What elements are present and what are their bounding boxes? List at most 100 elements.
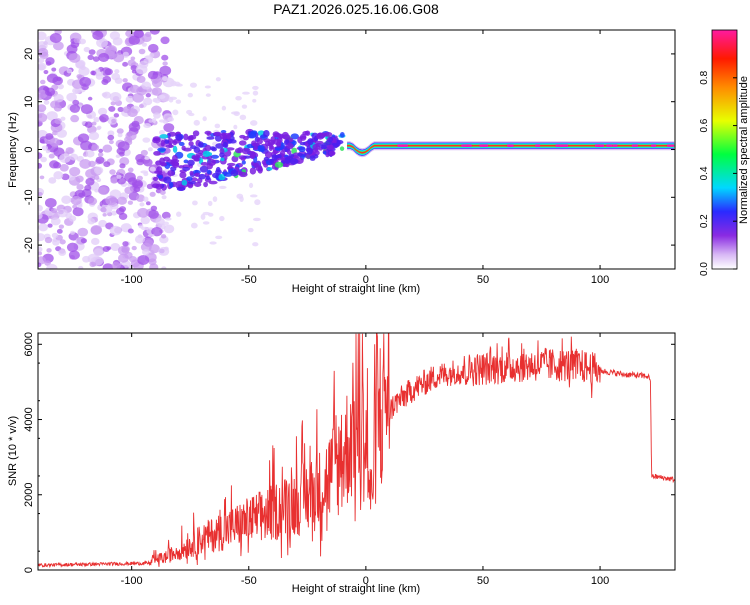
noise-blob bbox=[73, 37, 80, 44]
haze-blob bbox=[235, 96, 242, 101]
turbulence-blob bbox=[200, 161, 209, 166]
noise-blob bbox=[78, 66, 90, 77]
turbulence-blob bbox=[218, 173, 226, 181]
noise-blob bbox=[138, 48, 146, 55]
turbulence-blob bbox=[259, 145, 265, 153]
haze-blob bbox=[162, 221, 170, 226]
colorbar-frame bbox=[711, 29, 738, 270]
turbulence-blob bbox=[328, 150, 336, 156]
turbulence-blob bbox=[153, 137, 159, 142]
noise-blob bbox=[87, 96, 93, 101]
turbulence-blob bbox=[269, 158, 274, 165]
noise-blob bbox=[103, 161, 111, 168]
noise-blob bbox=[46, 111, 58, 121]
noise-blob bbox=[70, 195, 82, 206]
turbulence-blob bbox=[250, 130, 258, 135]
noise-blob bbox=[160, 234, 167, 239]
colorbar-ticks: 0.0 0.2 0.4 0.6 0.8 bbox=[699, 70, 737, 276]
noise-blob bbox=[78, 265, 84, 269]
tone-peak bbox=[651, 144, 657, 147]
spectrogram-x-tick-label: 50 bbox=[477, 274, 489, 286]
noise-blob bbox=[44, 236, 53, 244]
turbulence-blob bbox=[249, 151, 256, 160]
noise-blob bbox=[137, 255, 150, 265]
noise-blob bbox=[88, 197, 98, 205]
noise-blob bbox=[122, 241, 129, 247]
noise-blob bbox=[90, 70, 96, 76]
snr-y-tick-label: 4000 bbox=[23, 407, 35, 431]
noise-blob bbox=[159, 130, 165, 135]
tone-peak bbox=[482, 144, 489, 147]
noise-blob bbox=[113, 113, 120, 118]
noise-blob bbox=[38, 212, 43, 220]
haze-blob bbox=[221, 105, 227, 111]
tone-peak bbox=[595, 144, 603, 147]
noise-blob bbox=[104, 68, 113, 76]
haze-blob bbox=[247, 227, 254, 233]
noise-blob bbox=[59, 153, 71, 164]
turbulence-blob bbox=[298, 146, 306, 153]
turbulence-blob bbox=[286, 149, 292, 155]
tone-peak bbox=[401, 144, 408, 147]
noise-blob bbox=[54, 118, 62, 125]
haze-blob bbox=[242, 91, 250, 95]
snr-y-tick-label: 0 bbox=[23, 567, 35, 573]
turbulence-blob bbox=[155, 183, 163, 190]
noise-blob bbox=[139, 202, 145, 207]
noise-blob bbox=[60, 116, 66, 121]
snr-x-ticks: -100 -50 0 50 100 bbox=[121, 333, 609, 587]
turbulence-blob bbox=[183, 133, 189, 141]
noise-blob bbox=[91, 121, 97, 126]
noise-blob bbox=[84, 184, 92, 191]
noise-blob bbox=[138, 104, 144, 109]
noise-blob bbox=[45, 133, 54, 140]
turbulence-blob bbox=[251, 142, 260, 147]
noise-blob bbox=[111, 261, 121, 269]
haze-blob bbox=[192, 200, 198, 206]
noise-blob bbox=[101, 92, 108, 98]
noise-blob bbox=[131, 245, 137, 251]
noise-blob bbox=[69, 104, 81, 113]
noise-blob bbox=[148, 209, 159, 219]
turbulence-blob bbox=[199, 165, 209, 173]
noise-blob bbox=[116, 174, 122, 179]
turbulence-blob bbox=[226, 162, 236, 167]
haze-blob bbox=[169, 96, 178, 101]
turbulence-blob bbox=[297, 153, 304, 157]
haze-blob bbox=[254, 199, 261, 206]
turbulence-blob bbox=[249, 167, 257, 175]
haze-blob bbox=[158, 94, 166, 99]
noise-blob bbox=[40, 156, 47, 163]
noise-blob bbox=[134, 235, 146, 244]
noise-blob bbox=[141, 33, 152, 43]
noise-blob bbox=[49, 33, 62, 43]
spectrogram-x-tick-label: 100 bbox=[591, 274, 609, 286]
haze-blob bbox=[249, 194, 258, 198]
turbulence-blob bbox=[240, 156, 246, 161]
turbulence-blob bbox=[179, 171, 187, 179]
noise-blob bbox=[93, 175, 100, 180]
turbulence-blob bbox=[339, 146, 345, 151]
noise-blob bbox=[148, 119, 153, 123]
turbulence-blob bbox=[198, 141, 204, 148]
colorbar: 0.0 0.2 0.4 0.6 0.8 Normalized spectral ampl… bbox=[699, 29, 750, 276]
haze-blob bbox=[189, 82, 198, 88]
colorbar-gradient bbox=[712, 30, 737, 269]
snr-y-tick-label: 6000 bbox=[23, 332, 35, 356]
turbulence-blob bbox=[325, 139, 332, 146]
turbulence-blob bbox=[221, 132, 230, 138]
colorbar-tick-label: 0.0 bbox=[699, 262, 710, 276]
noise-blob bbox=[76, 74, 82, 79]
noise-blob bbox=[162, 61, 168, 66]
haze-blob bbox=[202, 221, 210, 225]
noise-blob bbox=[109, 92, 122, 102]
haze-blob bbox=[212, 196, 218, 203]
noise-blob bbox=[88, 131, 100, 141]
noise-blob bbox=[57, 208, 68, 218]
noise-blob bbox=[84, 121, 93, 128]
noise-blob bbox=[61, 195, 72, 204]
turbulence-blob bbox=[153, 150, 161, 156]
turbulence-blob bbox=[230, 169, 239, 177]
noise-blob bbox=[114, 69, 120, 74]
